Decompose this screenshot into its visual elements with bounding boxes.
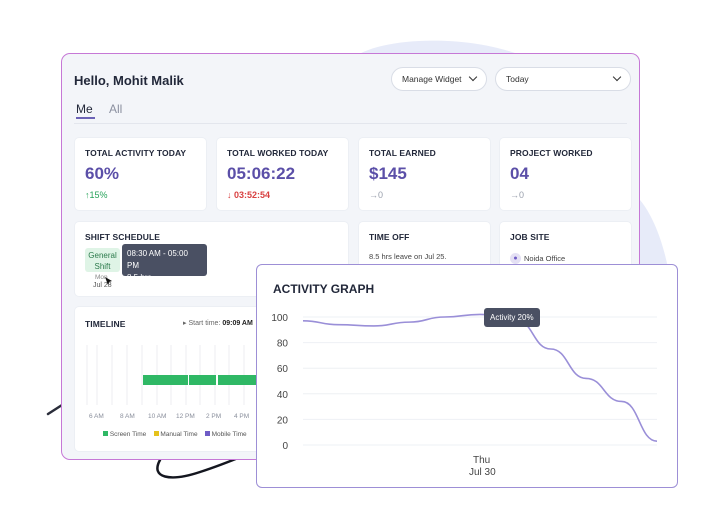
- arrow-up-icon: ↑: [85, 190, 90, 200]
- hour-label: 10 AM: [148, 413, 167, 420]
- total-worked-card[interactable]: TOTAL WORKED TODAY 05:06:22 ↓ 03:52:54: [217, 138, 348, 210]
- shift-schedule-card[interactable]: SHIFT SCHEDULE General Shift Mon Jul 28 0…: [75, 222, 348, 296]
- manage-widget-dropdown[interactable]: Manage Widget: [391, 67, 487, 91]
- shift-tooltip: 08:30 AM - 05:00 PM 8.5 hrs: [122, 244, 207, 282]
- project-worked-card[interactable]: PROJECT WORKED 04 →0: [500, 138, 631, 210]
- hour-label: 6 AM: [89, 413, 104, 420]
- activity-tooltip: Activity 20%: [484, 308, 540, 327]
- y-tick-label: 80: [277, 339, 289, 350]
- screen-time-bar: [189, 375, 216, 385]
- pin-icon: ●: [510, 253, 521, 264]
- activity-line-chart: 0 20 40 60 80 100: [271, 313, 658, 452]
- tab-divider: [74, 123, 627, 124]
- tab-me[interactable]: Me: [76, 102, 95, 119]
- time-off-text: 8.5 hrs leave on Jul 25.: [369, 252, 447, 261]
- arrow-right-icon: →: [510, 190, 519, 200]
- card-value: $145: [369, 164, 407, 183]
- x-axis-day: Thu: [473, 455, 491, 466]
- activity-graph-panel[interactable]: ACTIVITY GRAPH 0 20 40 60 80 100 Activity 20%…: [256, 264, 678, 488]
- card-change: →0: [369, 190, 384, 200]
- shift-day: Mon: [95, 274, 108, 281]
- hour-label: 12 PM: [176, 413, 195, 420]
- total-activity-card[interactable]: TOTAL ACTIVITY TODAY 60% ↑15%: [75, 138, 206, 210]
- start-time: ▸ Start time: 09:09 AM: [183, 320, 253, 327]
- legend-label: Screen Time: [109, 431, 147, 438]
- card-value: 05:06:22: [227, 164, 296, 183]
- card-title: TOTAL WORKED TODAY: [227, 148, 329, 158]
- screen-time-bar: [218, 375, 268, 385]
- greeting-title: Hello, Mohit Malik: [74, 73, 184, 88]
- timeline-card[interactable]: TIMELINE ▸ Start time: 09:09 AM 6 AM 8 A…: [75, 307, 280, 451]
- y-tick-label: 40: [277, 390, 289, 401]
- card-title: JOB SITE: [510, 232, 550, 242]
- job-site-location: Noida Office: [524, 254, 566, 263]
- card-title: PROJECT WORKED: [510, 148, 593, 158]
- legend-swatch: [103, 431, 108, 436]
- hour-label: 8 AM: [120, 413, 135, 420]
- timeline-grid: [86, 345, 268, 405]
- legend-swatch: [204, 431, 210, 436]
- card-title: TOTAL EARNED: [369, 148, 436, 158]
- screen-time-bar: [143, 375, 188, 385]
- hour-label: 4 PM: [234, 413, 250, 420]
- period-dropdown[interactable]: Today: [495, 67, 631, 91]
- card-title: SHIFT SCHEDULE: [85, 232, 161, 242]
- hour-label: 2 PM: [206, 413, 222, 420]
- legend-label: Manual Time: [160, 431, 198, 438]
- manage-widget-label: Manage Widget: [402, 74, 462, 84]
- y-tick-label: 100: [271, 313, 288, 324]
- card-title: TIMELINE: [85, 319, 126, 329]
- y-tick-label: 60: [277, 364, 289, 375]
- graph-title: ACTIVITY GRAPH: [273, 282, 375, 296]
- timeline-legend: Screen Time Manual Time Mobile Time: [103, 431, 247, 438]
- chevron-down-icon: [468, 72, 478, 82]
- tab-all[interactable]: All: [109, 102, 123, 116]
- shift-date: Jul 28: [93, 282, 112, 289]
- activity-series-line: [302, 313, 658, 442]
- arrow-right-icon: →: [369, 190, 378, 200]
- card-change: ↓ 03:52:54: [227, 190, 271, 200]
- legend-swatch: [153, 431, 159, 436]
- general-shift-badge[interactable]: General Shift: [85, 248, 120, 272]
- card-change: →0: [510, 190, 525, 200]
- card-value: 04: [510, 164, 529, 183]
- arrow-down-icon: ↓: [227, 190, 232, 200]
- cursor-icon: [105, 277, 112, 285]
- card-title: TOTAL ACTIVITY TODAY: [85, 148, 187, 158]
- card-value: 60%: [85, 164, 120, 183]
- x-axis-date: Jul 30: [469, 467, 496, 478]
- total-earned-card[interactable]: TOTAL EARNED $145 →0: [359, 138, 490, 210]
- y-tick-label: 20: [277, 415, 289, 426]
- chevron-down-icon: [612, 72, 622, 82]
- legend-label: Mobile Time: [211, 431, 247, 438]
- y-tick-label: 0: [282, 441, 288, 452]
- period-label: Today: [506, 74, 529, 84]
- card-change: ↑15%: [85, 190, 108, 200]
- card-title: TIME OFF: [369, 232, 410, 242]
- play-icon: ▸: [183, 320, 187, 327]
